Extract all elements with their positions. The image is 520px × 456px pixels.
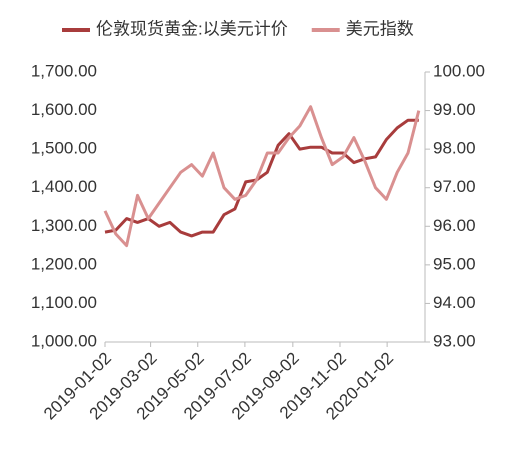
y2-tick-label: 99.00 — [433, 100, 476, 119]
y2-tick-label: 100.00 — [433, 61, 485, 80]
y-tick-label: 1,100.00 — [31, 293, 97, 312]
y-tick-label: 1,000.00 — [31, 331, 97, 350]
y-tick-label: 1,600.00 — [31, 100, 97, 119]
y2-tick-label: 98.00 — [433, 139, 476, 158]
y-tick-label: 1,700.00 — [31, 61, 97, 80]
y2-tick-label: 93.00 — [433, 331, 476, 350]
y-tick-label: 1,200.00 — [31, 254, 97, 273]
series-line — [104, 118, 419, 238]
y-tick-label: 1,400.00 — [31, 177, 97, 196]
y2-tick-label: 95.00 — [433, 254, 476, 273]
legend-label: 伦敦现货黄金:以美元计价 — [96, 19, 288, 38]
series-line — [103, 105, 421, 248]
legend-label: 美元指数 — [346, 19, 414, 38]
y-tick-label: 1,500.00 — [31, 139, 97, 158]
y2-tick-label: 94.00 — [433, 293, 476, 312]
y2-tick-label: 97.00 — [433, 177, 476, 196]
y-tick-label: 1,300.00 — [31, 216, 97, 235]
y2-tick-label: 96.00 — [433, 216, 476, 235]
